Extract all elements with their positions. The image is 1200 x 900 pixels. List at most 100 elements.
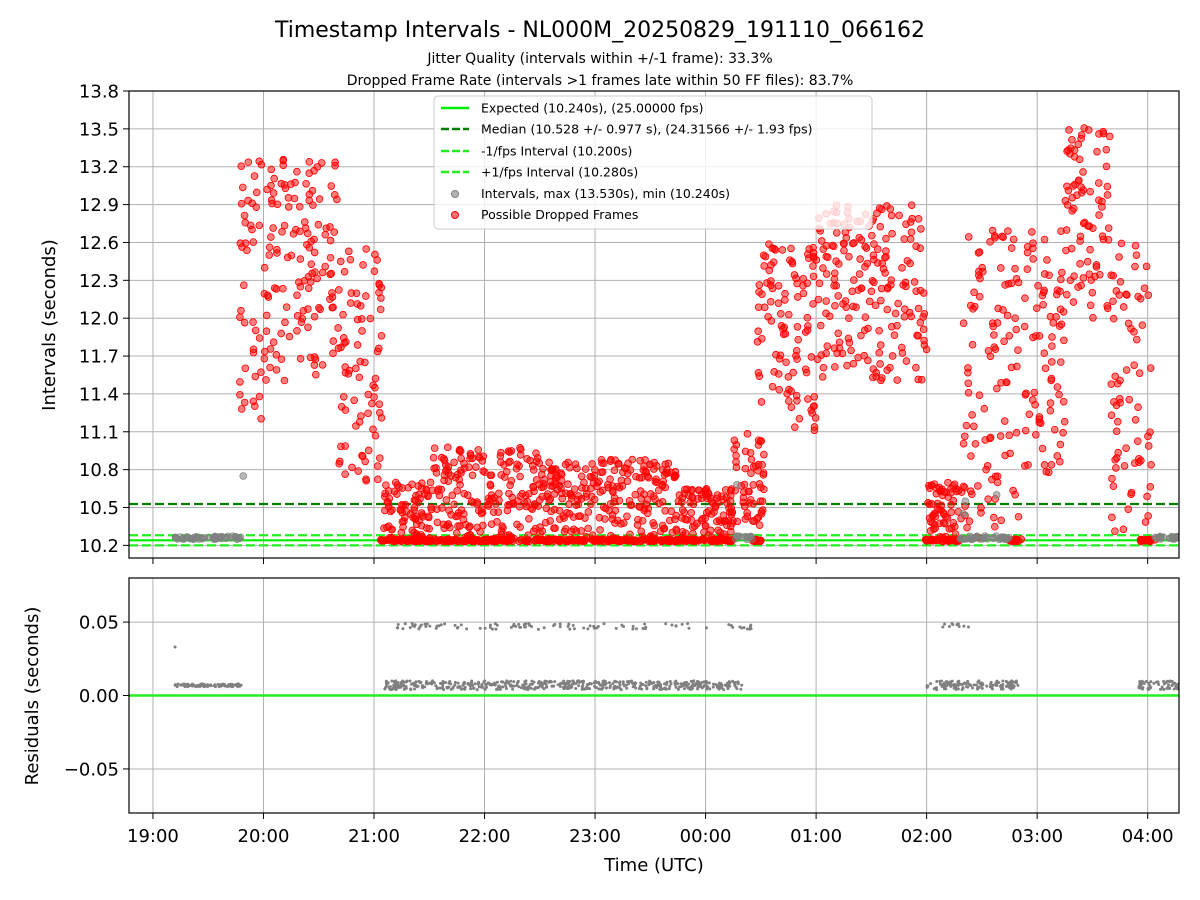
dropped-frame-point [241,218,250,227]
residual-point [974,683,978,687]
residual-point [530,682,534,686]
y-tick-label: 0.05 [79,613,119,634]
dropped-frame-point [305,158,314,166]
dropped-frame-point [613,516,622,525]
dropped-frame-point [886,363,894,372]
dropped-frame-point [810,423,819,431]
dropped-frame-point [1041,364,1050,373]
dropped-frame-point [1111,527,1119,535]
residual-point [718,684,722,688]
residual-point [411,681,415,685]
interval-point [989,534,997,542]
residual-point [687,626,691,630]
dropped-frame-point [1047,358,1056,366]
residual-point [504,687,508,691]
dropped-frame-point [852,303,860,312]
dropped-frame-point [262,376,270,384]
dropped-frame-point [326,270,335,279]
dropped-frame-point [303,240,311,249]
dropped-frame-point [854,353,862,362]
dropped-frame-point [295,278,303,287]
dropped-frame-point [1063,147,1071,156]
dropped-frame-point [688,486,696,494]
dropped-frame-point [1112,464,1120,472]
dropped-frame-point [1107,411,1116,419]
dropped-frame-point [1077,131,1086,139]
dropped-frame-point [838,349,847,358]
dropped-frame-point [330,191,339,199]
dropped-frame-point [537,470,546,479]
dropped-frame-point [678,498,686,507]
dropped-frame-point [555,481,564,490]
residual-point [1165,686,1169,690]
dropped-frame-point [335,286,343,294]
dropped-frame-point [898,343,906,352]
dropped-frame-point [961,432,969,441]
residual-point [634,627,638,631]
dropped-frame-point [815,279,824,288]
dropped-frame-point [1055,322,1064,330]
dropped-frame-point [810,392,819,401]
dropped-frame-point [974,249,983,257]
dropped-frame-point [1134,292,1142,301]
dropped-frame-point [965,517,974,526]
dropped-frame-point [812,256,821,264]
dropped-frame-point [1113,379,1122,388]
dropped-frame-point [964,368,972,377]
dropped-frame-point [781,289,789,298]
dropped-frame-point [743,430,752,438]
residual-point [397,685,401,689]
dropped-frame-point [1049,319,1058,327]
dropped-frame-point [681,529,690,537]
residual-point [576,679,580,683]
residual-point [504,681,508,685]
dropped-frame-point [834,329,842,338]
dropped-frame-point [1021,294,1029,303]
residual-point [553,680,557,684]
dropped-frame-point [861,242,869,251]
interval-point [1166,534,1174,542]
dropped-frame-point [675,491,684,499]
dropped-frame-point [340,339,349,347]
residual-point [618,683,622,687]
dropped-frame-point [267,233,275,241]
dropped-frame-point [270,174,278,183]
residual-point [456,681,460,685]
interval-point [227,534,235,542]
residual-point [484,682,488,686]
dropped-frame-point [355,418,364,426]
dropped-frame-point [747,469,755,478]
dropped-frame-point [906,218,915,226]
dropped-frame-point [1052,290,1061,299]
dropped-frame-point [1046,406,1055,415]
dropped-frame-point [277,329,285,338]
residual-point [508,684,512,688]
dropped-frame-point [393,490,401,498]
dropped-frame-point [1034,282,1042,290]
dropped-frame-point [875,349,884,357]
residual-point [630,679,634,683]
residual-point [669,682,673,686]
dropped-frame-point [262,311,271,320]
residual-point [594,681,598,685]
dropped-frame-point [331,161,339,170]
dropped-frame-point [795,414,804,423]
residual-point [935,688,939,692]
x-tick-label: 19:00 [127,826,179,847]
residual-point [528,682,532,686]
residual-point [679,685,683,689]
dropped-frame-point [1007,244,1016,252]
dropped-frame-point [999,306,1007,314]
residual-point [686,622,690,626]
residual-point [475,688,479,692]
dropped-frame-point [829,242,838,251]
dropped-frame-point [755,288,763,296]
interval-point [1172,533,1179,541]
dropped-frame-point [746,449,755,457]
dropped-frame-point [757,398,766,406]
dropped-frame-point [755,480,764,488]
residual-point [990,686,994,690]
dropped-frame-point [497,471,506,479]
dropped-frame-point [637,527,645,536]
dropped-frame-point [1094,179,1103,187]
